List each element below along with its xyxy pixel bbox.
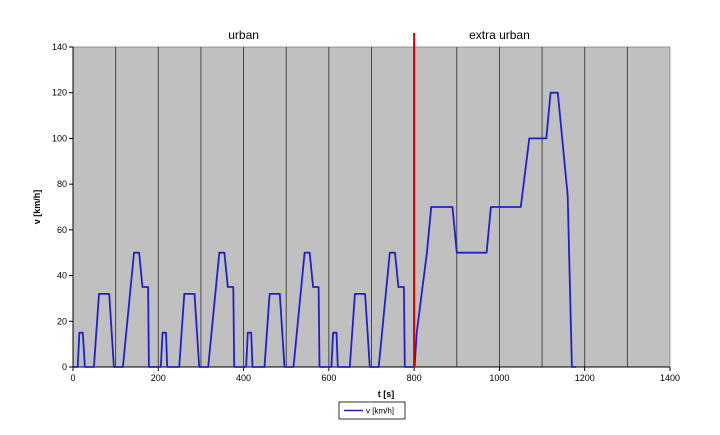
legend-label: v [km/h]	[366, 407, 394, 416]
legend-box	[338, 401, 406, 420]
x-axis: 0 200 400 600 800 1000 1200 1400	[70, 367, 680, 383]
y-tick-label: 40	[57, 271, 67, 281]
y-tick-label: 0	[62, 362, 67, 372]
x-tick-label: 1000	[489, 373, 509, 383]
x-tick-label: 1200	[575, 373, 595, 383]
x-tick-label: 0	[70, 373, 75, 383]
legend: v [km/h]	[338, 401, 406, 420]
region-label: extra urban	[469, 28, 530, 42]
y-axis: 0 20 40 60 80 100 120 140	[52, 42, 73, 372]
x-tick-label: 1400	[660, 373, 680, 383]
y-tick-label: 20	[57, 316, 67, 326]
x-tick-label: 200	[151, 373, 166, 383]
series-layer	[73, 33, 577, 368]
y-tick-label: 140	[52, 42, 67, 52]
y-tick-label: 120	[52, 88, 67, 98]
plot-layer	[72, 46, 671, 368]
region-labels: urban extra urban	[228, 28, 530, 42]
x-tick-label: 400	[236, 373, 251, 383]
y-tick-label: 100	[52, 133, 67, 143]
y-tick-label: 80	[57, 179, 67, 189]
x-tick-label: 600	[321, 373, 336, 383]
series-line	[73, 91, 577, 368]
y-tick-label: 60	[57, 225, 67, 235]
region-label: urban	[228, 28, 259, 42]
y-axis-title: v [km/h]	[32, 190, 42, 225]
x-axis-title: t [s]	[378, 389, 395, 399]
x-tick-label: 800	[407, 373, 422, 383]
